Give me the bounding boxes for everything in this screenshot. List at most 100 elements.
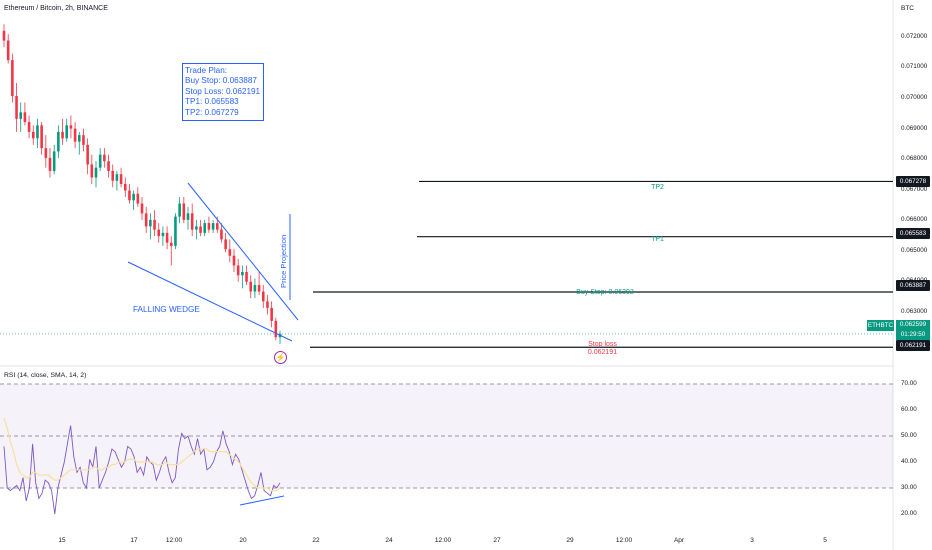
time-tick: 3 [750, 537, 754, 544]
candle-body [169, 242, 173, 246]
candle-body [266, 301, 269, 308]
time-tick: 12:00 [434, 537, 452, 544]
tp2-price-tag: 0.067278 [896, 176, 930, 187]
candle-body [128, 190, 131, 201]
candle-body [140, 203, 144, 214]
time-tick: Apr [673, 537, 685, 544]
price-tick: 0.066000 [901, 216, 928, 223]
candle-body [199, 226, 202, 233]
candle-body [253, 285, 257, 292]
wedge-upper-trendline [187, 182, 299, 321]
candle-body [2, 30, 6, 41]
candle-body [82, 135, 85, 145]
candle-body [36, 125, 39, 139]
trade-plan-tp1: TP1: 0.065583 [185, 97, 239, 107]
rsi-ma-line [3, 417, 281, 492]
candle-body [157, 229, 161, 237]
candle-body [228, 249, 232, 256]
candle-body [182, 203, 186, 220]
candle-body [11, 60, 14, 96]
time-tick: 12:00 [165, 537, 183, 544]
candle-body [241, 272, 244, 276]
lightning-icon[interactable]: ⚡ [274, 351, 287, 364]
buy-stop-price-tag: 0.063887 [896, 280, 930, 291]
candle-body [149, 219, 152, 227]
candle-body [19, 112, 23, 119]
candle-body [86, 144, 89, 165]
time-tick: 20 [239, 537, 247, 544]
candle-body [232, 255, 236, 266]
candle-body [6, 40, 10, 61]
candle-body [249, 281, 253, 292]
price-projection-label[interactable]: Price Projection [279, 234, 288, 288]
current-price-tag: 0.062599 01:29:50 [896, 320, 930, 340]
currency-label: BTC [901, 5, 914, 12]
wedge-lower-trendline [127, 261, 293, 342]
candle-body [190, 213, 194, 230]
rsi-tick: 50.00 [901, 432, 917, 439]
time-tick: 12:00 [615, 537, 633, 544]
stop-loss-value: 0.062191 [587, 349, 618, 356]
price-tick: 0.063000 [901, 308, 928, 315]
trade-plan-note[interactable]: Trade Plan: Buy Stop: 0.063887 Stop Loss… [182, 63, 264, 122]
candle-body [224, 239, 227, 250]
rsi-divergence-trendline [239, 495, 285, 506]
stop-loss-price-tag: 0.062191 [896, 340, 930, 351]
price-tick: 0.067000 [901, 186, 928, 193]
candle-body [52, 151, 56, 171]
candle-body [132, 193, 135, 201]
trade-plan-tp2: TP2: 0.067279 [185, 107, 239, 117]
time-tick: 17 [130, 537, 138, 544]
current-price: 0.062599 [899, 321, 927, 328]
stop-loss-label: Stop loss [588, 341, 617, 348]
candle-body [174, 216, 177, 246]
price-tick: 0.065000 [901, 247, 928, 254]
candle-body [115, 174, 119, 181]
price-tick: 0.069000 [901, 125, 928, 132]
candle-body [211, 223, 215, 230]
candle-body [220, 229, 223, 240]
candle-body [186, 213, 190, 220]
candle-body [98, 154, 102, 168]
candle-body [73, 128, 77, 142]
rsi-tick: 20.00 [901, 510, 917, 517]
candle-body [107, 161, 110, 171]
time-tick: 27 [493, 537, 501, 544]
candle-body [153, 219, 156, 230]
rsi-tick: 70.00 [901, 380, 917, 387]
rsi-line [3, 425, 281, 515]
candle-body [103, 154, 106, 162]
rsi-indicator-label[interactable]: RSI (14, close, SMA, 14, 2) [4, 372, 87, 379]
candle-body [90, 164, 94, 178]
price-tick: 0.071000 [901, 63, 928, 70]
price-tick: 0.070000 [901, 94, 928, 101]
candle-body [40, 125, 43, 149]
chart-title: Ethereum / Bitcoin, 2h, BINANCE [4, 5, 108, 12]
candle-body [144, 213, 148, 227]
price-tick: 0.068000 [901, 155, 928, 162]
time-tick: 22 [312, 537, 320, 544]
candle-body [136, 193, 140, 204]
candle-body [65, 125, 69, 139]
candle-body [178, 203, 181, 217]
candle-body [27, 122, 31, 132]
falling-wedge-label[interactable]: FALLING WEDGE [133, 305, 200, 314]
candle-body [245, 272, 248, 282]
candle-body [207, 223, 211, 230]
candle-body [257, 285, 261, 292]
candle-body [195, 226, 198, 230]
candle-body [261, 291, 265, 302]
trade-plan-stop-loss: Stop Loss: 0.062191 [185, 86, 261, 96]
candle-body [69, 125, 73, 129]
rsi-tick: 30.00 [901, 484, 917, 491]
candle-body [77, 135, 81, 142]
candle-body [94, 167, 98, 178]
candle-body [165, 232, 169, 243]
candle-body [274, 320, 278, 338]
candle-body [270, 307, 273, 321]
candle-body [57, 131, 60, 152]
bar-countdown: 01:29:50 [900, 331, 926, 338]
candle-body [44, 148, 48, 158]
time-tick: 24 [385, 537, 393, 544]
